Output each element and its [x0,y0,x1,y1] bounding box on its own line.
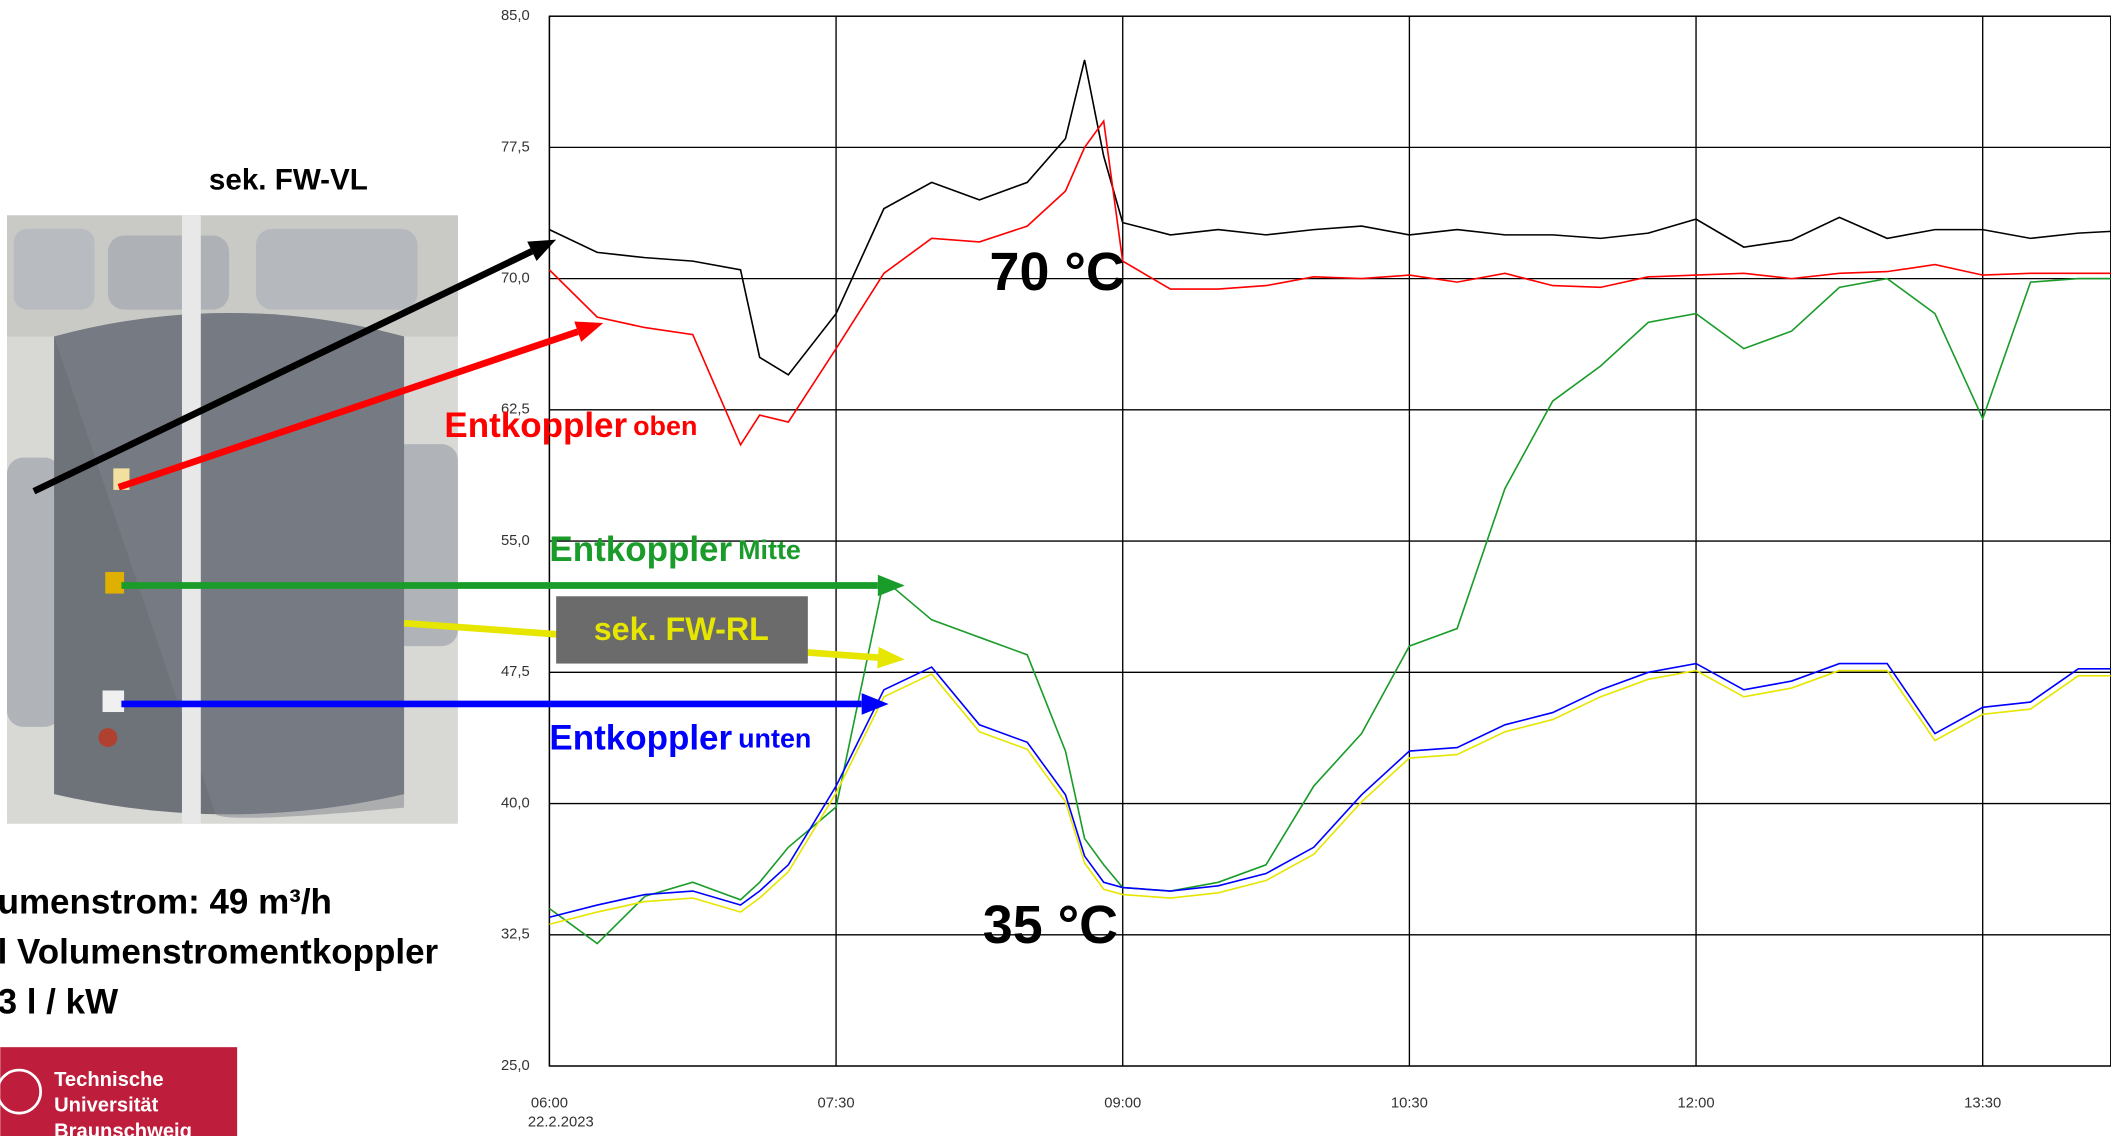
y-tick-label: 40,0 [501,795,530,811]
left-text: umenstrom: 49 m³/h l Volumenstromentkoppl… [0,883,439,1022]
left-line: l Volumenstromentkoppler [0,933,439,972]
logo-line: Braunschweig [54,1120,192,1136]
slide: sek. FW-VL umenstrom: 49 m³/h l Volumenst… [0,0,2111,1136]
series-name-suffix: Mitte [738,535,801,565]
y-tick-label: 55,0 [501,533,530,549]
series-name-suffix: unten [738,723,811,753]
left-line: 3 l / kW [0,982,118,1021]
logo-line: Technische [54,1069,164,1091]
y-tick-label: 85,0 [501,8,530,24]
logo-line: Universität [54,1095,159,1117]
y-tick-label: 77,5 [501,139,530,155]
x-date-label: 22.2.2023 [528,1114,594,1130]
x-tick-label: 10:30 [1391,1096,1428,1112]
y-tick-label: 70,0 [501,271,530,287]
y-tick-label: 25,0 [501,1058,530,1074]
temp-annotation: 35 °C [983,895,1118,955]
x-tick-label: 09:00 [1104,1096,1141,1112]
y-tick-label: 32,5 [501,927,530,943]
series-name: Entkoppler [549,719,732,758]
series-name-suffix: oben [633,411,697,441]
x-tick-label: 06:00 [531,1096,568,1112]
rl-label: sek. FW-RL [594,611,769,647]
series-label: Entkoppler oben [444,406,697,445]
y-tick-label: 47,5 [501,664,530,680]
x-tick-label: 13:30 [1964,1096,2001,1112]
series-label: Entkoppler unten [549,719,811,758]
tank-photo [7,215,458,823]
temp-annotation: 70 °C [990,242,1125,302]
series-label: Entkoppler Mitte [549,530,801,569]
vl-label: sek. FW-VL [209,164,368,197]
series-name: Entkoppler [549,530,732,569]
x-tick-label: 07:30 [818,1096,855,1112]
series-name: Entkoppler [444,406,627,445]
chart: 25,032,540,047,555,062,570,077,585,006:0… [501,8,2111,1130]
page: sek. FW-VL umenstrom: 49 m³/h l Volumenst… [0,0,2111,1136]
x-tick-label: 12:00 [1678,1096,1715,1112]
left-line: umenstrom: 49 m³/h [0,883,332,922]
